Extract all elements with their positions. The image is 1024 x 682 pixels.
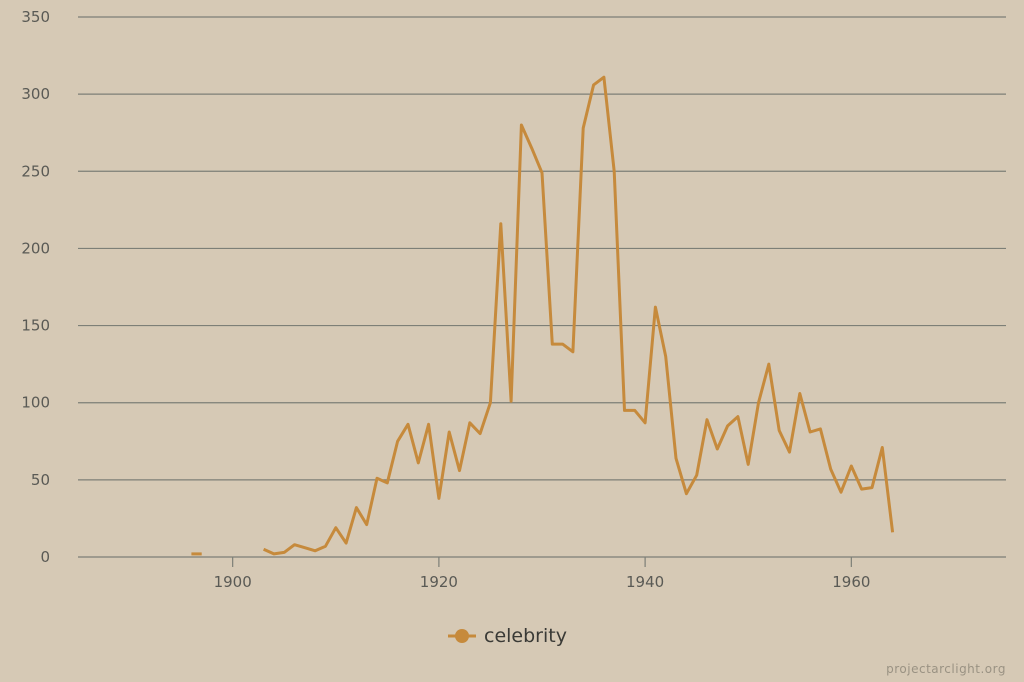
y-tick-label: 300 [21,85,50,103]
gridlines [78,16,1006,558]
y-axis-tick-labels: 0 50 100 150 200 250 300 350 [21,8,50,566]
x-tick-label: 1900 [214,573,252,591]
y-tick-label: 250 [21,162,50,180]
legend-label: celebrity [484,625,567,647]
watermark-text: projectarclight.org [886,662,1006,676]
legend-swatch-marker [455,629,469,643]
series-line-celebrity-segment-1 [262,75,895,556]
y-tick-label: 150 [21,317,50,335]
x-tick-label: 1940 [626,573,664,591]
y-tick-label: 350 [21,8,50,26]
y-tick-label: 50 [31,471,50,489]
series-lines [191,75,895,556]
y-tick-label: 0 [40,548,50,566]
legend-item-celebrity[interactable]: celebrity [448,625,567,647]
x-tick-label: 1920 [420,573,458,591]
legend[interactable]: celebrity [448,625,567,647]
y-tick-label: 200 [21,239,50,257]
y-tick-label: 100 [21,394,50,412]
x-axis-tick-labels: 1900 1920 1940 1960 [214,557,870,591]
x-tick-label: 1960 [832,573,870,591]
